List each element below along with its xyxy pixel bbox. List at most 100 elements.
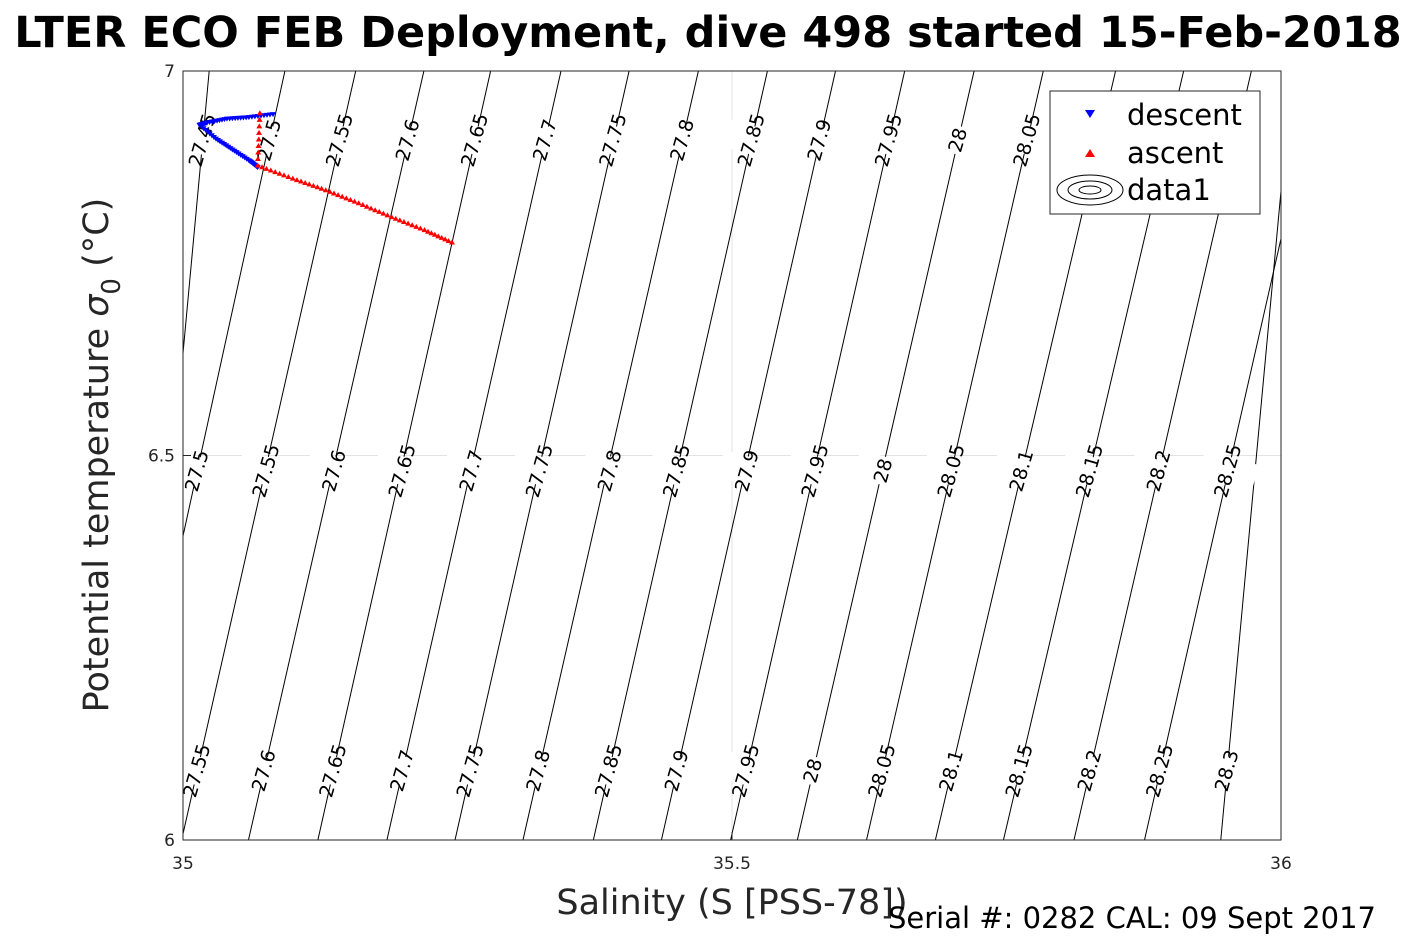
density-contour-line	[182, 70, 357, 834]
contour-label-background	[991, 449, 1053, 493]
contour-label-background	[233, 749, 296, 792]
ascent-point	[289, 175, 296, 181]
contour-label-background	[782, 749, 845, 792]
ascent-point	[355, 200, 362, 206]
x-axis-label: Salinity (S [PSS-78])	[556, 883, 907, 923]
ascent-point	[431, 231, 438, 237]
contour-label-background	[1128, 449, 1190, 493]
contour-label-background	[166, 449, 229, 493]
ascent-point	[259, 164, 266, 170]
ascent-point	[442, 236, 449, 242]
contour-label-background	[371, 449, 434, 493]
ascent-point	[343, 195, 350, 201]
ascent-point	[417, 225, 424, 231]
density-contour-line	[247, 70, 425, 841]
y-axis-label-sigma: σ	[77, 293, 117, 317]
legend-data1-label: data1	[1127, 173, 1211, 207]
ascent-point	[256, 116, 263, 122]
contour-label-background	[715, 749, 778, 792]
ascent-point	[335, 192, 342, 198]
contour-label-background	[238, 119, 301, 162]
ascent-point	[376, 208, 383, 214]
density-contour-line	[1220, 191, 1282, 841]
x-axis-ticks: 35 35.5 36	[172, 832, 1292, 874]
ascent-point	[372, 207, 379, 213]
contour-label-background	[1059, 449, 1121, 493]
density-contour-line	[730, 70, 906, 841]
ascent-point	[306, 181, 313, 187]
contour-label-background	[784, 449, 847, 493]
ascent-point	[428, 230, 435, 236]
ascent-point	[409, 222, 416, 228]
legend-descent-label: descent	[1127, 98, 1242, 132]
contour-label-background	[716, 449, 779, 493]
contour-label-background	[444, 119, 506, 162]
contour-label-background	[852, 449, 915, 493]
ascent-point	[272, 169, 279, 175]
ascent-point	[256, 129, 263, 135]
y-axis-ticks: 66.57	[148, 62, 191, 851]
contour-label-background	[507, 749, 570, 792]
density-contour-line	[1144, 238, 1282, 841]
ascent-point	[438, 234, 445, 240]
contour-label-background	[646, 449, 708, 493]
contour-label-background	[927, 119, 989, 162]
x-tick-label: 35	[172, 854, 194, 874]
contour-label-background	[509, 449, 571, 493]
ascent-point	[449, 239, 456, 245]
y-axis-label-unit: (°C)	[77, 198, 117, 278]
density-contour-line	[317, 70, 492, 841]
ascent-point	[363, 203, 370, 209]
contour-label-background	[1197, 449, 1260, 493]
ascent-point	[424, 228, 431, 234]
ascent-point	[405, 220, 412, 226]
contour-label-background	[166, 749, 229, 792]
contour-label-background	[920, 449, 983, 493]
ascent-point	[435, 233, 442, 239]
contour-label-background	[1196, 749, 1258, 792]
ascent-point	[322, 187, 329, 193]
ascent-point	[255, 142, 262, 148]
serial-cal-footer: Serial #: 0282 CAL: 09 Sept 2017	[888, 901, 1376, 935]
contour-label-background	[235, 449, 298, 493]
ascent-point	[380, 210, 387, 216]
ascent-point	[330, 190, 337, 196]
ascent-point	[256, 123, 263, 129]
contour-label-background	[377, 119, 439, 162]
ascent-point	[298, 178, 305, 184]
y-axis-label: Potential temperature σ0 (°C)	[77, 198, 127, 713]
ascent-series	[254, 110, 456, 245]
contour-label-background	[1059, 749, 1121, 792]
ascent-point	[263, 165, 270, 171]
contour-label-background	[651, 119, 714, 162]
legend-ascent-marker	[1085, 149, 1095, 157]
y-tick-label: 6.5	[148, 447, 175, 467]
ascent-point	[368, 205, 375, 211]
y-tick-label: 7	[164, 62, 175, 82]
ascent-point	[396, 217, 403, 223]
legend-descent-marker	[1085, 110, 1095, 118]
density-contour-line	[182, 70, 210, 354]
contour-label-background	[582, 119, 645, 162]
contour-label-background	[440, 449, 503, 493]
contour-label-background	[720, 119, 783, 162]
data-series	[196, 110, 456, 245]
ascent-point	[256, 110, 263, 116]
contour-label-background	[171, 119, 234, 162]
contour-label-background	[858, 119, 920, 162]
ascent-point	[359, 201, 366, 207]
density-contour-labels: 27.45 27.5 27.55 27.6 27.65 27.7 27.75 27.8 27.8…	[166, 111, 1260, 800]
ascent-point	[318, 185, 325, 191]
ascent-point	[254, 162, 261, 168]
x-tick-label: 36	[1270, 854, 1292, 874]
density-contour-line	[866, 70, 1044, 841]
ascent-point	[347, 196, 354, 202]
ascent-point	[255, 149, 262, 155]
chart-title: LTER ECO FEB Deployment, dive 498 starte…	[14, 8, 1401, 58]
contour-label-background	[371, 749, 434, 792]
contour-label-background	[789, 119, 851, 162]
ascent-point	[293, 177, 300, 183]
ascent-point	[413, 223, 420, 229]
y-axis-label-subscript: 0	[97, 278, 127, 295]
